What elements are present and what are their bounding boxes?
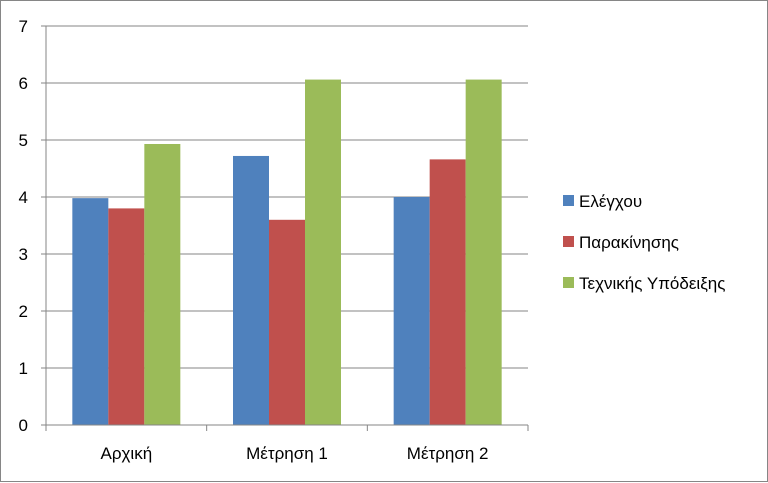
bar <box>269 219 305 425</box>
legend-label: Ελέγχου <box>579 192 642 211</box>
legend-swatch <box>563 236 574 247</box>
y-axis-ticks: 0 1 2 3 4 5 6 7 <box>19 17 28 435</box>
x-tick-label: Μέτρηση 1 <box>246 444 328 463</box>
bar <box>108 208 145 425</box>
bar <box>429 159 466 425</box>
y-tick-label: 0 <box>19 416 28 435</box>
x-tick-label: Αρχική <box>100 444 152 463</box>
y-tick-label: 2 <box>19 302 28 321</box>
legend-label: Τεχνικής Υπόδειξης <box>579 274 725 293</box>
bar <box>72 198 109 425</box>
y-tick-label: 5 <box>19 131 28 150</box>
legend: Ελέγχου Παρακίνησης Τεχνικής Υπόδειξης <box>563 192 725 293</box>
y-tick-label: 6 <box>19 74 28 93</box>
y-tick-label: 3 <box>19 245 28 264</box>
x-tick-label: Μέτρηση 2 <box>407 444 489 463</box>
bar <box>144 143 181 426</box>
legend-swatch <box>563 195 574 206</box>
bar <box>305 79 341 425</box>
y-tick-label: 7 <box>19 17 28 36</box>
axes <box>41 25 529 431</box>
bars <box>72 79 502 426</box>
bar <box>465 79 502 425</box>
y-tick-label: 4 <box>19 188 28 207</box>
x-axis-ticks: Αρχική Μέτρηση 1 Μέτρηση 2 <box>100 444 488 463</box>
y-tick-label: 1 <box>19 359 28 378</box>
bar <box>393 197 430 425</box>
bar <box>233 155 269 425</box>
legend-label: Παρακίνησης <box>579 233 679 252</box>
legend-swatch <box>563 277 574 288</box>
